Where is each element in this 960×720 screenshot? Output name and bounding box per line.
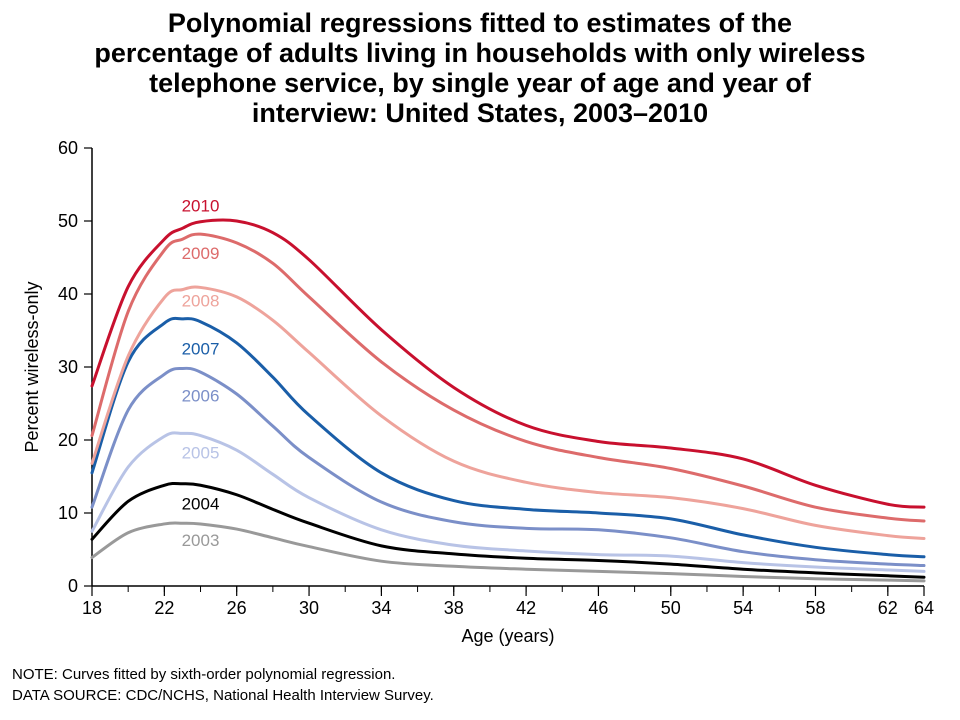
series-label-2008: 2008: [182, 291, 220, 310]
x-tick-label: 50: [661, 598, 681, 618]
series-label-2005: 2005: [182, 443, 220, 462]
chart-title-line: Polynomial regressions fitted to estimat…: [167, 8, 793, 38]
y-tick-label: 50: [58, 211, 78, 231]
series-label-2004: 2004: [182, 494, 220, 513]
chart-title-line: telephone service, by single year of age…: [149, 68, 811, 98]
x-tick-label: 26: [227, 598, 247, 618]
series-label-2010: 2010: [182, 197, 220, 216]
series-line-2003: [90, 521, 926, 583]
series-line-2010: [90, 218, 926, 509]
x-tick-label: 54: [733, 598, 753, 618]
footnotes: NOTE: Curves fitted by sixth-order polyn…: [12, 664, 434, 706]
x-axis-title: Age (years): [461, 626, 554, 646]
x-tick-label: 58: [805, 598, 825, 618]
series-label-2006: 2006: [182, 386, 220, 405]
series-line-2005: [90, 431, 926, 573]
x-tick-label: 34: [371, 598, 391, 618]
series-line-2006: [90, 366, 926, 568]
chart-title: Polynomial regressions fitted to estimat…: [0, 8, 960, 128]
y-tick-label: 0: [68, 576, 78, 596]
x-tick-label: 22: [154, 598, 174, 618]
x-tick-label: 64: [914, 598, 934, 618]
chart-axes: 0 10 20 30 40 50 60 18 22 26 30 34 38 42 46 50 54 58 62 64: [58, 138, 934, 618]
data-source-text: DATA SOURCE: CDC/NCHS, National Health I…: [12, 687, 434, 704]
x-tick-label: 62: [878, 598, 898, 618]
series-line-2009: [90, 232, 926, 523]
series-label-2007: 2007: [182, 340, 220, 359]
x-tick-label: 38: [444, 598, 464, 618]
series-labels: 2003 2004 2005 2006 2007 2008 2009 2010: [182, 197, 220, 550]
y-tick-label: 30: [58, 357, 78, 377]
series-line-2004: [90, 481, 926, 579]
y-tick-label: 10: [58, 503, 78, 523]
note-text: NOTE: Curves fitted by sixth-order polyn…: [12, 666, 396, 683]
series-layer: [90, 218, 926, 583]
chart-title-line: interview: United States, 2003–2010: [251, 98, 709, 128]
series-label-2009: 2009: [182, 244, 220, 263]
x-tick-label: 30: [299, 598, 319, 618]
x-tick-label: 46: [588, 598, 608, 618]
x-tick-label: 18: [82, 598, 102, 618]
series-line-2007: [90, 316, 926, 559]
chart-title-line: percentage of adults living in household…: [94, 38, 866, 68]
series-label-2003: 2003: [182, 531, 220, 550]
y-tick-label: 60: [58, 138, 78, 158]
y-tick-label: 40: [58, 284, 78, 304]
y-tick-label: 20: [58, 430, 78, 450]
y-axis-title: Percent wireless-only: [22, 281, 42, 452]
x-tick-label: 42: [516, 598, 536, 618]
series-line-2008: [90, 285, 926, 541]
